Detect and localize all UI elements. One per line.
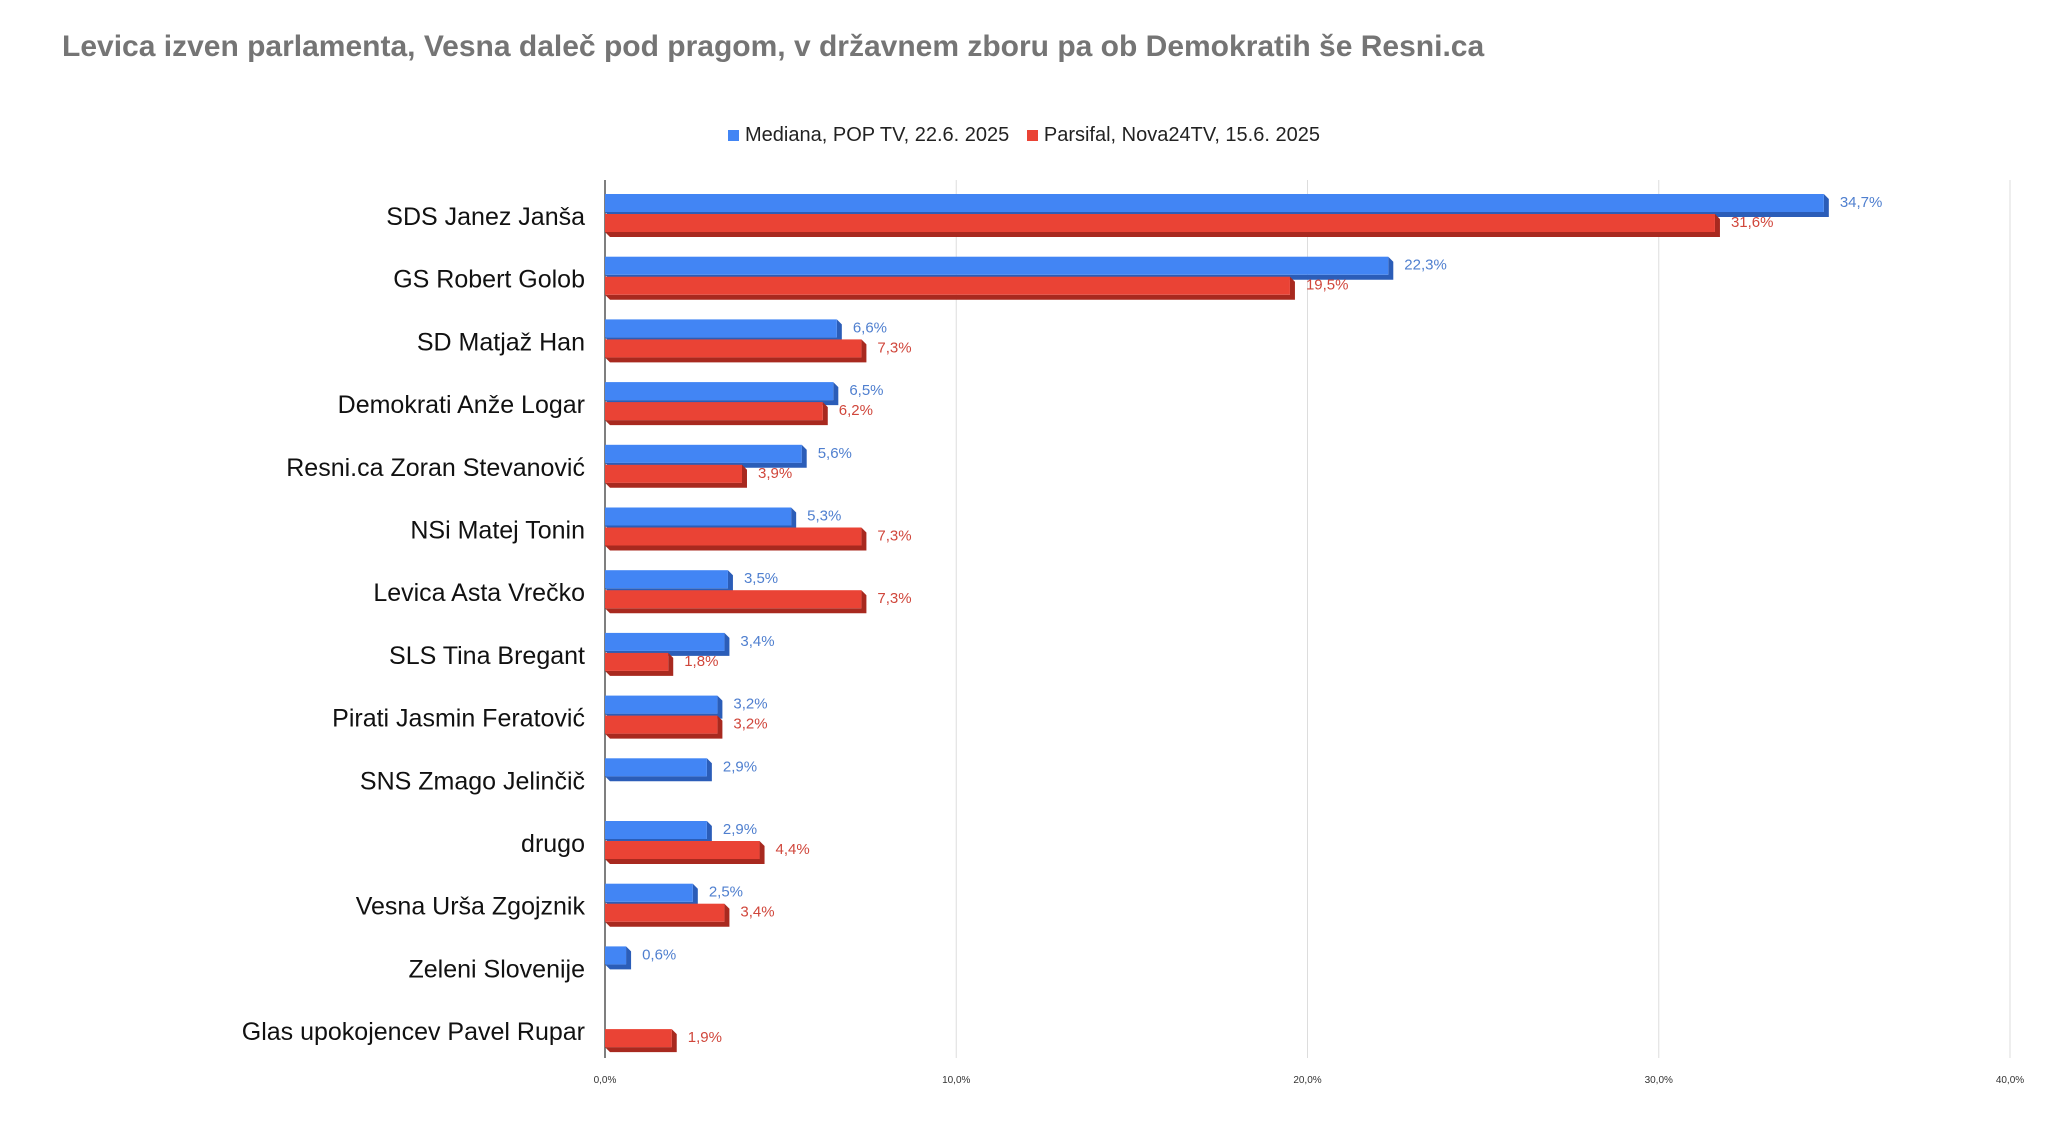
bar-depth bbox=[605, 1029, 677, 1053]
data-label: 3,4% bbox=[740, 904, 774, 921]
x-tick-label: 30,0% bbox=[1645, 1075, 1673, 1086]
data-label: 1,8% bbox=[684, 653, 718, 670]
x-tick-label: 40,0% bbox=[1996, 1075, 2024, 1086]
data-label: 7,3% bbox=[877, 339, 911, 356]
data-label: 19,5% bbox=[1306, 277, 1349, 294]
bar bbox=[605, 214, 1715, 232]
data-label: 2,5% bbox=[709, 884, 743, 901]
data-label: 5,3% bbox=[807, 508, 841, 525]
data-label: 6,6% bbox=[853, 319, 887, 336]
category-label: Glas upokojencev Pavel Rupar bbox=[242, 1018, 585, 1046]
legend-item-series-a[interactable]: Mediana, POP TV, 22.6. 2025 bbox=[728, 124, 1009, 147]
legend-label-series-b: Parsifal, Nova24TV, 15.6. 2025 bbox=[1043, 124, 1320, 146]
chart-title: Levica izven parlamenta, Vesna daleč pod… bbox=[62, 30, 1485, 63]
bar bbox=[605, 339, 862, 358]
bar-depth bbox=[605, 715, 723, 739]
bar bbox=[605, 319, 837, 338]
bar bbox=[605, 883, 693, 902]
bar-depth bbox=[605, 276, 1295, 300]
bar bbox=[605, 402, 823, 421]
bar bbox=[605, 570, 728, 589]
bar-depth bbox=[605, 758, 712, 782]
category-label: SD Matjaž Han bbox=[417, 328, 585, 356]
bar-depth bbox=[605, 903, 730, 927]
data-label: 3,5% bbox=[744, 570, 778, 587]
x-tick-label: 20,0% bbox=[1293, 1075, 1321, 1086]
legend-label-series-a: Mediana, POP TV, 22.6. 2025 bbox=[745, 124, 1010, 146]
data-label: 5,6% bbox=[818, 445, 852, 462]
bar bbox=[605, 632, 725, 651]
bar bbox=[605, 1029, 672, 1048]
data-label: 34,7% bbox=[1840, 194, 1883, 211]
category-label: GS Robert Golob bbox=[393, 266, 585, 294]
bar bbox=[605, 464, 742, 483]
x-tick-label: 10,0% bbox=[942, 1075, 970, 1086]
data-label: 3,9% bbox=[758, 465, 792, 482]
data-label: 2,9% bbox=[723, 758, 757, 775]
bar bbox=[605, 758, 707, 777]
category-label: Pirati Jasmin Feratović bbox=[332, 705, 585, 733]
data-label: 6,2% bbox=[839, 402, 873, 419]
bar bbox=[605, 256, 1389, 275]
bar bbox=[605, 194, 1824, 212]
bar bbox=[605, 652, 669, 671]
category-label: NSi Matej Tonin bbox=[410, 517, 585, 545]
data-label: 3,2% bbox=[733, 716, 767, 733]
data-label: 1,9% bbox=[688, 1029, 722, 1046]
category-label: Vesna Urša Zgojznik bbox=[356, 893, 586, 921]
bar bbox=[605, 695, 718, 714]
bar bbox=[605, 507, 792, 526]
category-label: Resni.ca Zoran Stevanović bbox=[286, 454, 585, 482]
category-label: SDS Janez Janša bbox=[386, 203, 585, 231]
category-label: drugo bbox=[521, 830, 585, 858]
bar bbox=[605, 715, 718, 734]
legend-swatch-series-b bbox=[1026, 130, 1038, 141]
bar-depth bbox=[605, 464, 747, 488]
data-label: 7,3% bbox=[877, 528, 911, 545]
data-label: 0,6% bbox=[642, 946, 676, 963]
category-label: SLS Tina Bregant bbox=[389, 642, 585, 670]
category-label: Demokrati Anže Logar bbox=[338, 391, 585, 419]
bar-depth bbox=[605, 590, 867, 614]
data-label: 22,3% bbox=[1404, 257, 1447, 274]
bar-depth bbox=[605, 946, 632, 970]
legend-swatch-series-a bbox=[728, 130, 740, 141]
data-label: 3,2% bbox=[733, 696, 767, 713]
bar bbox=[605, 590, 862, 609]
bar bbox=[605, 444, 802, 463]
data-label: 7,3% bbox=[877, 590, 911, 607]
bar bbox=[605, 276, 1290, 295]
bar-depth bbox=[605, 214, 1720, 237]
category-label: SNS Zmago Jelinčič bbox=[360, 767, 585, 795]
bar-depth bbox=[605, 527, 867, 551]
x-tick-label: 0,0% bbox=[594, 1075, 617, 1086]
data-label: 2,9% bbox=[723, 821, 757, 838]
bar-depth bbox=[605, 841, 765, 864]
bar bbox=[605, 382, 834, 401]
bar-depth bbox=[605, 339, 867, 363]
bar bbox=[605, 903, 725, 922]
data-label: 6,5% bbox=[849, 382, 883, 399]
bar bbox=[605, 821, 707, 839]
legend-item-series-b[interactable]: Parsifal, Nova24TV, 15.6. 2025 bbox=[1026, 124, 1320, 147]
bar bbox=[605, 527, 862, 546]
legend: Mediana, POP TV, 22.6. 2025 Parsifal, No… bbox=[0, 124, 2048, 147]
category-label: Levica Asta Vrečko bbox=[373, 579, 585, 607]
data-label: 3,4% bbox=[740, 633, 774, 650]
data-label: 4,4% bbox=[776, 841, 810, 858]
bar-depth bbox=[605, 402, 828, 426]
category-label: Zeleni Slovenije bbox=[409, 955, 586, 983]
bar bbox=[605, 946, 627, 965]
data-label: 31,6% bbox=[1731, 214, 1774, 231]
bar bbox=[605, 841, 760, 859]
bar-depth bbox=[605, 652, 674, 676]
